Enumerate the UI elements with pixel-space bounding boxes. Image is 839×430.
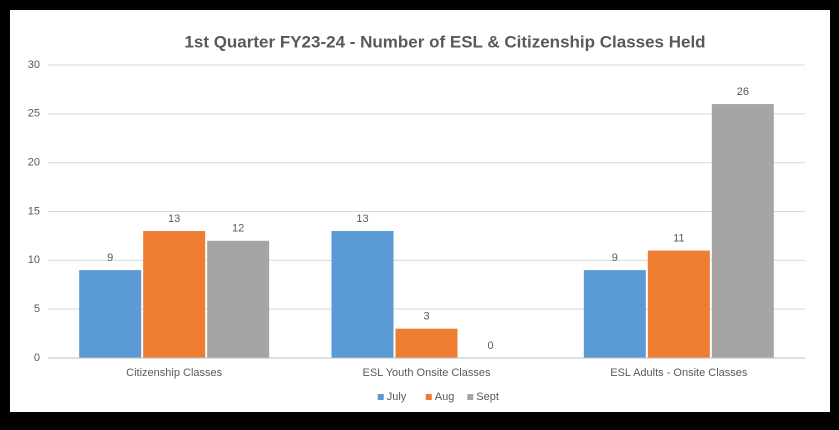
data-label: 9 <box>612 252 618 264</box>
y-tick-label: 5 <box>34 303 40 315</box>
legend-swatch <box>377 394 384 400</box>
bar <box>647 250 710 358</box>
bar <box>711 104 774 358</box>
y-tick-label: 25 <box>28 108 40 120</box>
y-tick-label: 10 <box>28 254 40 266</box>
x-tick-label: Citizenship Classes <box>126 367 222 379</box>
bar <box>583 270 646 358</box>
legend-swatch <box>425 394 432 400</box>
x-tick-label: ESL Adults - Onsite Classes <box>610 367 748 379</box>
x-tick-label: ESL Youth Onsite Classes <box>362 367 491 379</box>
bar <box>207 240 270 358</box>
data-label: 9 <box>107 252 113 264</box>
legend-label: July <box>387 391 407 403</box>
bar <box>331 231 394 358</box>
data-label: 3 <box>423 311 429 323</box>
y-tick-label: 20 <box>28 157 40 169</box>
data-label: 26 <box>737 86 749 98</box>
y-tick-label: 15 <box>28 205 40 217</box>
chart-title: 1st Quarter FY23-24 - Number of ESL & Ci… <box>184 32 705 51</box>
data-label: 13 <box>168 213 180 225</box>
legend-swatch <box>467 394 474 400</box>
data-label: 0 <box>487 340 493 352</box>
bar <box>79 270 142 358</box>
legend-label: Sept <box>476 391 499 403</box>
data-label: 12 <box>232 223 244 235</box>
legend-label: Aug <box>435 391 455 403</box>
data-label: 11 <box>673 232 684 244</box>
data-label: 13 <box>356 213 368 225</box>
bar <box>143 231 206 358</box>
bar <box>395 328 458 358</box>
y-tick-label: 0 <box>34 352 40 364</box>
y-tick-label: 30 <box>28 59 40 71</box>
